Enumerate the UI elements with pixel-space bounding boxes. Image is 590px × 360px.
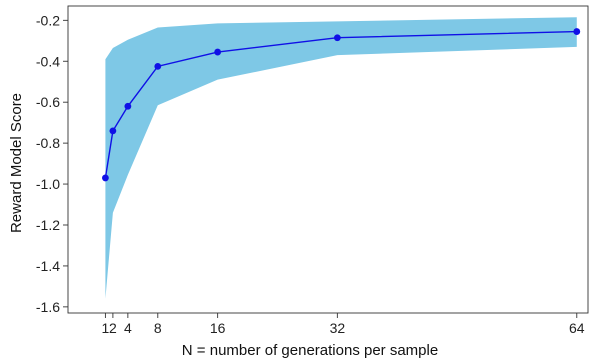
y-tick-label: -1.0: [36, 176, 60, 192]
data-point: [573, 28, 581, 35]
y-tick-label: -1.4: [36, 258, 60, 274]
y-tick-label: -1.2: [36, 217, 60, 233]
y-tick-label: -0.6: [36, 94, 60, 110]
data-point: [214, 48, 222, 56]
confidence-band: [105, 17, 577, 299]
data-point: [333, 34, 341, 42]
x-tick-label: 16: [210, 320, 226, 336]
x-tick-label: 64: [569, 320, 585, 336]
y-tick-label: -1.6: [36, 299, 60, 315]
y-tick-label: -0.8: [36, 135, 60, 151]
x-axis-title: N = number of generations per sample: [182, 342, 438, 359]
y-tick-label: -0.4: [36, 53, 60, 69]
x-tick-label: 4: [124, 320, 132, 336]
data-point: [109, 127, 117, 135]
x-tick-label: 1: [102, 320, 110, 336]
data-point: [124, 102, 132, 110]
x-tick-label: 2: [109, 320, 117, 336]
x-tick-label: 8: [154, 320, 162, 336]
data-point: [154, 62, 162, 70]
data-points-layer: [102, 28, 581, 182]
axes: [63, 5, 589, 318]
y-tick-label: -0.2: [36, 12, 60, 28]
tick-labels: -1.6 -1.4 -1.2 -1.0 -0.8 -0.6 -0.4 -0.2 1 2 4 8 16 32…: [36, 12, 585, 336]
confidence-band-layer: [105, 17, 577, 299]
data-point: [102, 174, 109, 182]
y-axis-title: Reward Model Score: [8, 93, 25, 233]
x-tick-label: 32: [330, 320, 346, 336]
plot-frame: [67, 5, 589, 314]
